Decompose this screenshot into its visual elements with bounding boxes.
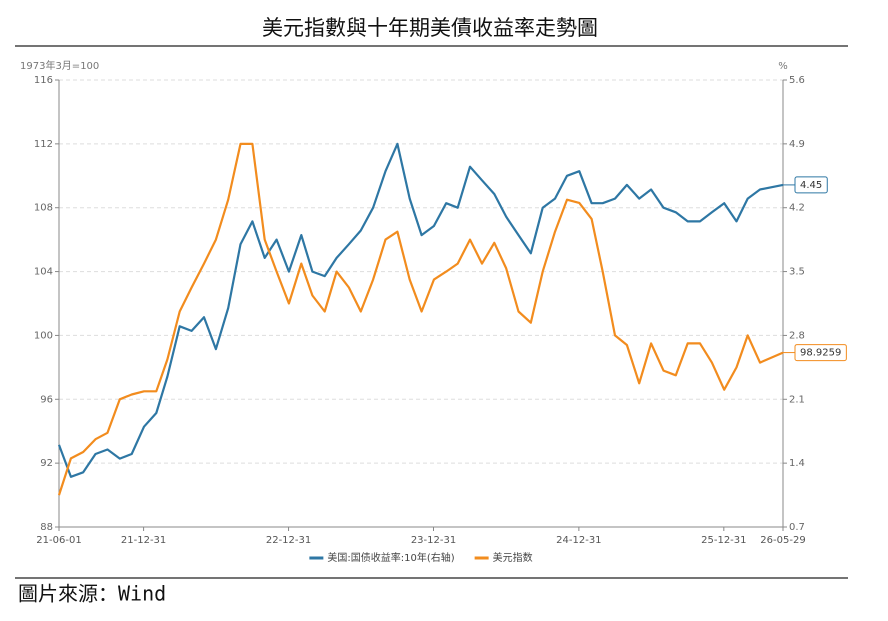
y-tick-label: 88 (40, 522, 53, 533)
y-tick-label: 100 (34, 330, 53, 341)
x-tick-label: 21-06-01 (36, 535, 81, 546)
y2-tick-label: 4.2 (789, 203, 805, 214)
x-tick-label: 23-12-31 (411, 535, 456, 546)
x-tick-label: 26-05-29 (760, 535, 805, 546)
legend-label: 美国:国债收益率:10年(右轴) (327, 551, 454, 564)
y-tick-label: 96 (40, 394, 53, 405)
end-label-box (794, 176, 828, 194)
source: 圖片來源：Wind (18, 582, 166, 606)
y-tick-label: 116 (34, 75, 53, 86)
y-tick-label: 104 (34, 267, 53, 278)
end-label: 4.45 (800, 180, 822, 191)
y2-tick-label: 5.6 (789, 75, 805, 86)
y-tick-label: 92 (40, 458, 53, 469)
chart-title: 美元指數與十年期美債收益率走勢圖 (262, 16, 598, 40)
y2-tick-label: 3.5 (789, 267, 805, 278)
y-axis-unit: 1973年3月=100 (20, 59, 99, 72)
x-tick-label: 25-12-31 (701, 535, 746, 546)
x-tick-label: 21-12-31 (121, 535, 166, 546)
y2-tick-label: 0.7 (789, 522, 805, 533)
series-line (57, 142, 784, 478)
y2-tick-label: 4.9 (789, 139, 805, 150)
end-label-box (794, 344, 847, 362)
series-line (57, 142, 784, 496)
x-tick-label: 22-12-31 (266, 535, 311, 546)
x-tick-label: 24-12-31 (556, 535, 601, 546)
y2-tick-label: 1.4 (789, 458, 805, 469)
end-label: 98.9259 (800, 348, 841, 359)
y-tick-label: 108 (34, 203, 53, 214)
y-tick-label: 112 (34, 139, 53, 150)
legend-label: 美元指数 (493, 551, 533, 564)
y2-tick-label: 2.8 (789, 330, 805, 341)
y2-tick-label: 2.1 (789, 394, 805, 405)
y2-axis-unit: % (778, 61, 788, 72)
